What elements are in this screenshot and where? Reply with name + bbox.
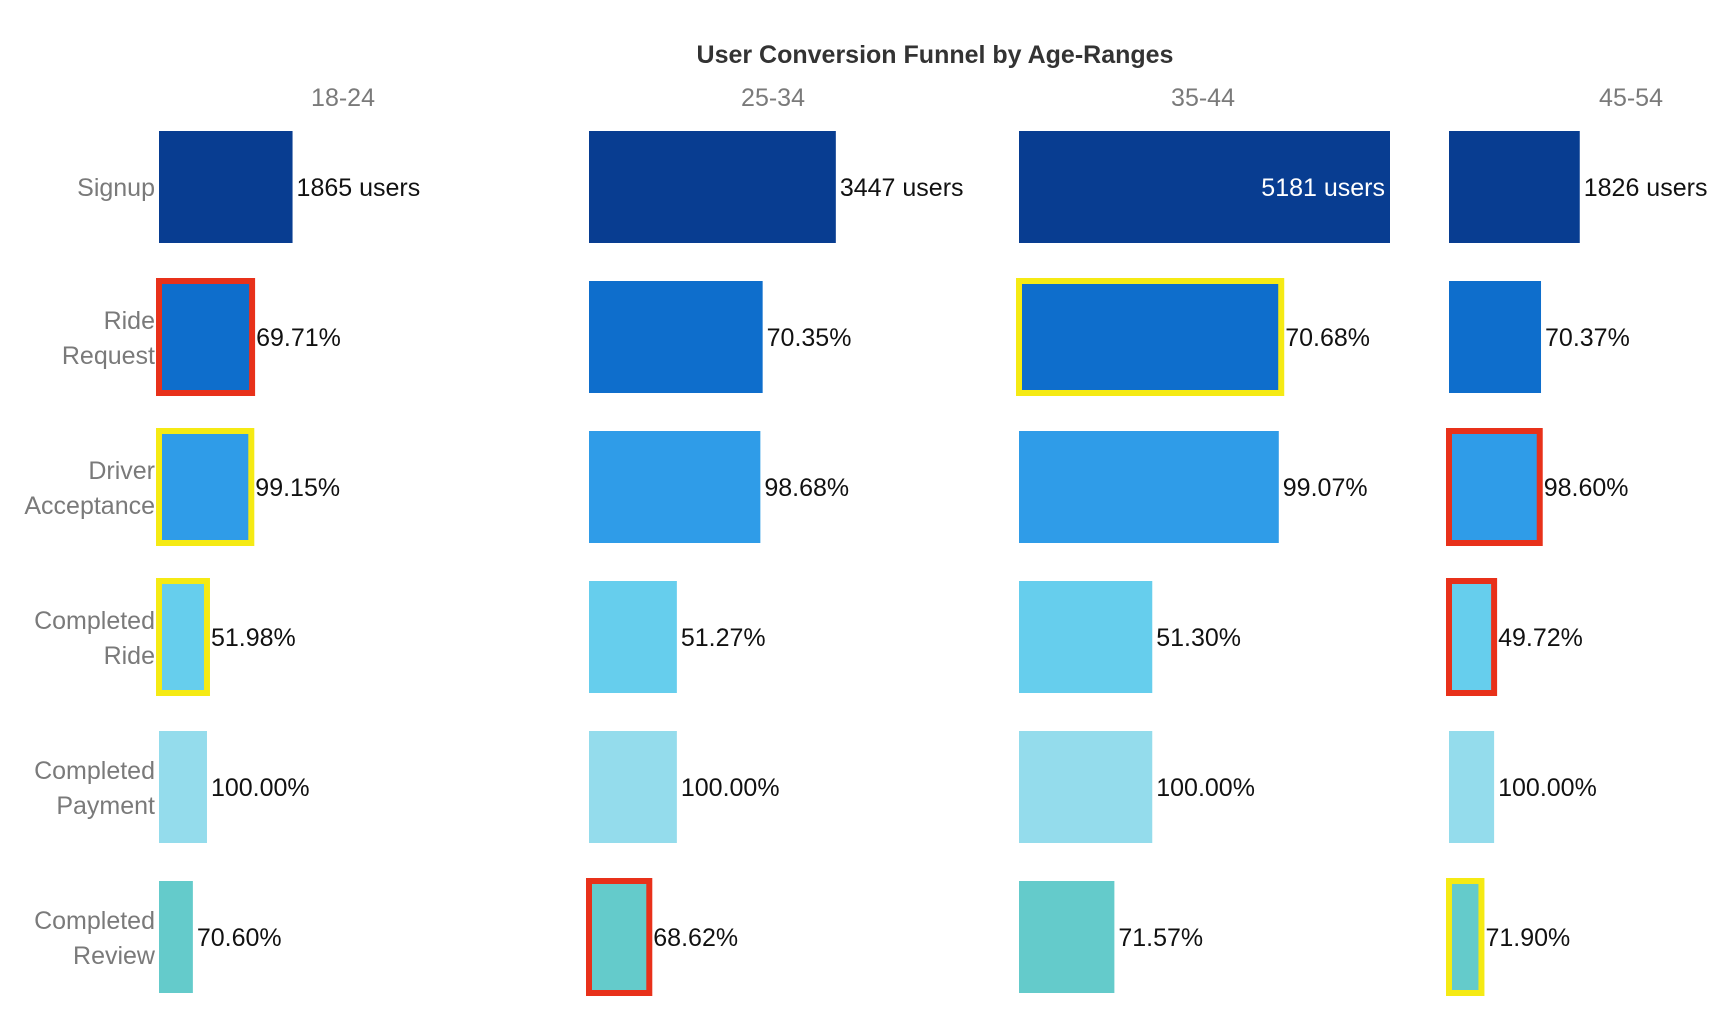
age-range-headers: 18-24 25-34 35-44 45-54: [311, 84, 1663, 112]
bar-45-54-ride-request: [1449, 281, 1542, 393]
value-label-18-24-completed-payment: 100.00%: [211, 774, 310, 802]
stage-label-ride-request-line-2: Request: [62, 342, 155, 370]
bar-45-54-driver-acceptance: [1449, 431, 1540, 543]
bar-35-44-completed-payment: [1019, 731, 1153, 843]
value-label-18-24-ride-request: 69.71%: [256, 324, 341, 352]
value-label-35-44-ride-request: 70.68%: [1285, 324, 1370, 352]
stage-label-completed-review-line-1: Completed: [34, 907, 155, 935]
highlight-box-45-54-completed-review-yellow: [1446, 878, 1485, 996]
value-label-35-44-driver-acceptance: 99.07%: [1283, 474, 1368, 502]
age-range-header-35-44: 35-44: [1171, 84, 1235, 112]
highlight-boxes: [156, 278, 1543, 996]
value-label-18-24-completed-ride: 51.98%: [211, 624, 296, 652]
chart-title: User Conversion Funnel by Age-Ranges: [697, 41, 1174, 69]
value-label-45-54-completed-payment: 100.00%: [1498, 774, 1597, 802]
value-label-45-54-signup: 1826 users: [1584, 174, 1708, 202]
highlight-box-45-54-completed-ride-red: [1446, 578, 1498, 696]
bar-18-24-completed-payment: [159, 731, 207, 843]
value-label-18-24-driver-acceptance: 99.15%: [255, 474, 340, 502]
highlight-box-18-24-completed-ride-yellow: [156, 578, 210, 696]
highlight-box-25-34-completed-review-red: [586, 878, 653, 996]
bar-25-34-completed-payment: [589, 731, 677, 843]
stage-label-completed-ride-line-1: Completed: [34, 607, 155, 635]
value-label-35-44-signup: 5181 users: [1261, 174, 1385, 202]
value-label-25-34-driver-acceptance: 98.68%: [764, 474, 849, 502]
value-label-45-54-completed-ride: 49.72%: [1498, 624, 1583, 652]
stage-labels: Signup Ride Request Driver Acceptance Complet…: [24, 174, 156, 970]
stage-label-completed-review-line-2: Review: [73, 942, 156, 970]
stage-label-driver-acceptance-line-2: Acceptance: [24, 492, 155, 520]
value-label-45-54-driver-acceptance: 98.60%: [1544, 474, 1629, 502]
bar-35-44-completed-review: [1019, 881, 1115, 993]
bar-45-54-completed-review: [1449, 881, 1482, 993]
highlight-box-18-24-ride-request-red: [156, 278, 256, 396]
bar-25-34-signup: [589, 131, 836, 243]
age-range-header-18-24: 18-24: [311, 84, 375, 112]
bar-18-24-completed-review: [159, 881, 193, 993]
stage-label-completed-payment-line-2: Payment: [56, 792, 155, 820]
value-label-25-34-completed-ride: 51.27%: [681, 624, 766, 652]
value-label-45-54-ride-request: 70.37%: [1545, 324, 1630, 352]
age-range-header-25-34: 25-34: [741, 84, 805, 112]
value-label-25-34-ride-request: 70.35%: [767, 324, 852, 352]
value-label-45-54-completed-review: 71.90%: [1485, 924, 1570, 952]
age-range-header-45-54: 45-54: [1599, 84, 1663, 112]
stage-label-signup-line-1: Signup: [77, 174, 155, 202]
bar-18-24-ride-request: [159, 281, 253, 393]
value-label-35-44-completed-review: 71.57%: [1118, 924, 1203, 952]
value-label-25-34-completed-payment: 100.00%: [681, 774, 780, 802]
bar-25-34-driver-acceptance: [589, 431, 761, 543]
bar-25-34-completed-review: [589, 881, 650, 993]
bar-45-54-signup: [1449, 131, 1580, 243]
value-label-35-44-completed-ride: 51.30%: [1156, 624, 1241, 652]
bar-25-34-ride-request: [589, 281, 763, 393]
value-labels: 1865 users 69.71% 99.15% 51.98% 100.00% 70.60…: [197, 174, 1708, 952]
bar-45-54-completed-ride: [1449, 581, 1495, 693]
value-label-18-24-signup: 1865 users: [297, 174, 421, 202]
value-label-35-44-completed-payment: 100.00%: [1156, 774, 1255, 802]
stage-label-ride-request-line-1: Ride: [104, 307, 155, 335]
bar-18-24-signup: [159, 131, 293, 243]
value-label-25-34-completed-review: 68.62%: [653, 924, 738, 952]
value-label-18-24-completed-review: 70.60%: [197, 924, 282, 952]
bar-25-34-completed-ride: [589, 581, 677, 693]
stage-label-completed-ride-line-2: Ride: [104, 642, 155, 670]
bar-45-54-completed-payment: [1449, 731, 1495, 843]
highlight-box-18-24-driver-acceptance-yellow: [156, 428, 255, 546]
bar-35-44-ride-request: [1019, 281, 1282, 393]
bar-18-24-driver-acceptance: [159, 431, 252, 543]
bar-18-24-completed-ride: [159, 581, 207, 693]
bar-35-44-completed-ride: [1019, 581, 1153, 693]
highlight-box-35-44-ride-request-yellow: [1016, 278, 1285, 396]
funnel-bars: [159, 131, 1580, 993]
bar-35-44-signup: [1019, 131, 1390, 243]
value-label-25-34-signup: 3447 users: [840, 174, 964, 202]
stage-label-driver-acceptance-line-1: Driver: [88, 457, 155, 485]
highlight-box-45-54-driver-acceptance-red: [1446, 428, 1543, 546]
stage-label-completed-payment-line-1: Completed: [34, 757, 155, 785]
bar-35-44-driver-acceptance: [1019, 431, 1279, 543]
